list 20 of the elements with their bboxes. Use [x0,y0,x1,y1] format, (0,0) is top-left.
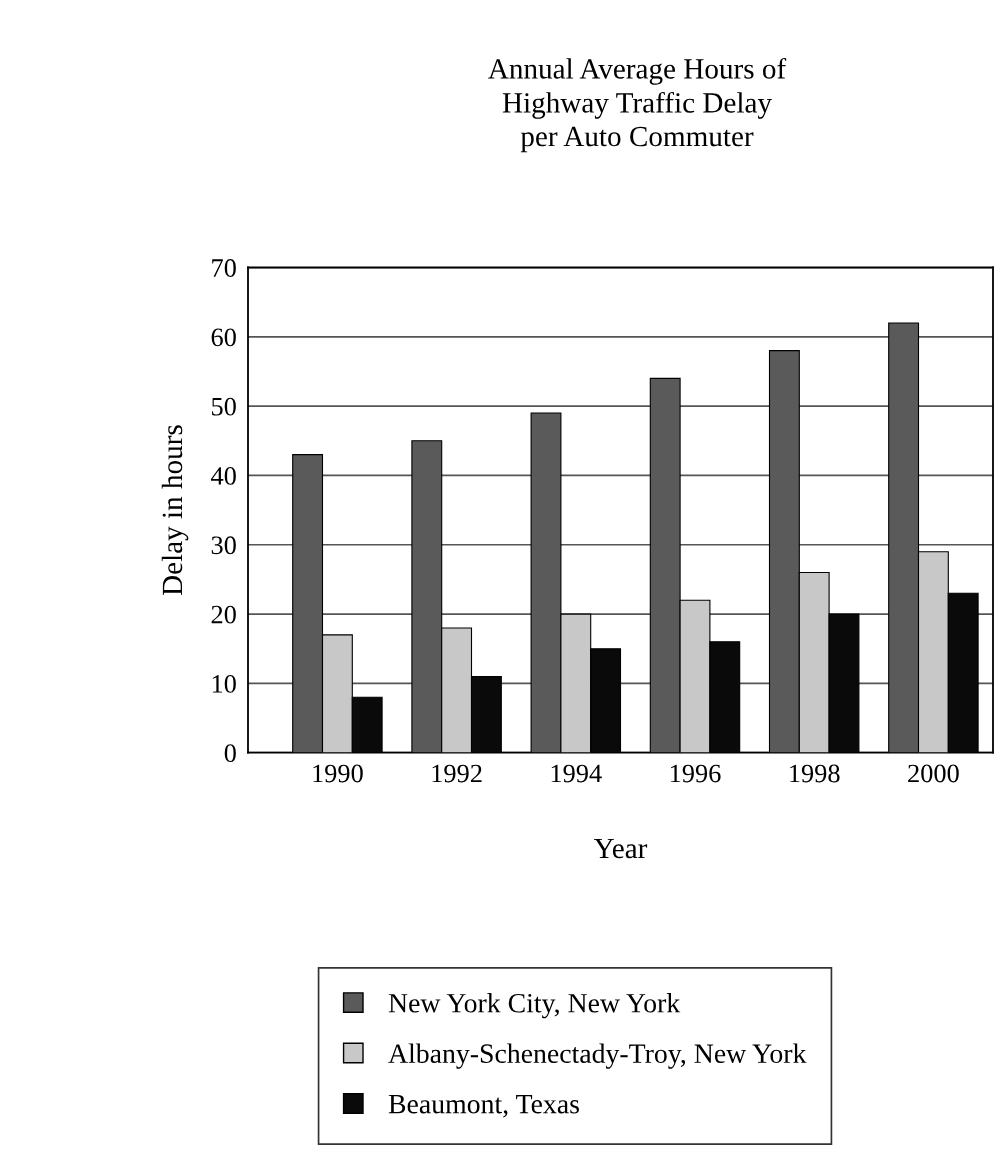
y-tick-label: 10 [212,674,236,693]
y-tick-label: 50 [212,397,236,416]
y-axis-title: Delay in hours [161,425,189,596]
y-tick-label: 20 [211,605,236,624]
legend-label: New York City, New York [388,993,681,1019]
legend-label: Beaumont, Texas [388,1095,579,1118]
x-tick-label: 1994 [551,764,602,783]
legend-label: Albany-Schenectady-Troy, New York [388,1043,807,1069]
y-tick-label: 70 [212,259,236,277]
y-tick-label: 0 [224,744,236,763]
x-tick-label: 2000 [908,764,959,783]
y-tick-label: 60 [211,328,236,347]
y-tick-label: 40 [211,467,236,485]
x-tick-label: 1998 [790,764,840,783]
x-tick-label: 1990 [313,764,363,783]
x-axis-title: Year [593,838,648,859]
y-tick-label: 30 [211,536,236,555]
chart-title: Annual Average Hours of Highway Traffic Delay per Auto Commuter [488,57,787,153]
x-tick-label: 1996 [670,764,721,783]
x-tick-label: 1992 [432,764,482,783]
